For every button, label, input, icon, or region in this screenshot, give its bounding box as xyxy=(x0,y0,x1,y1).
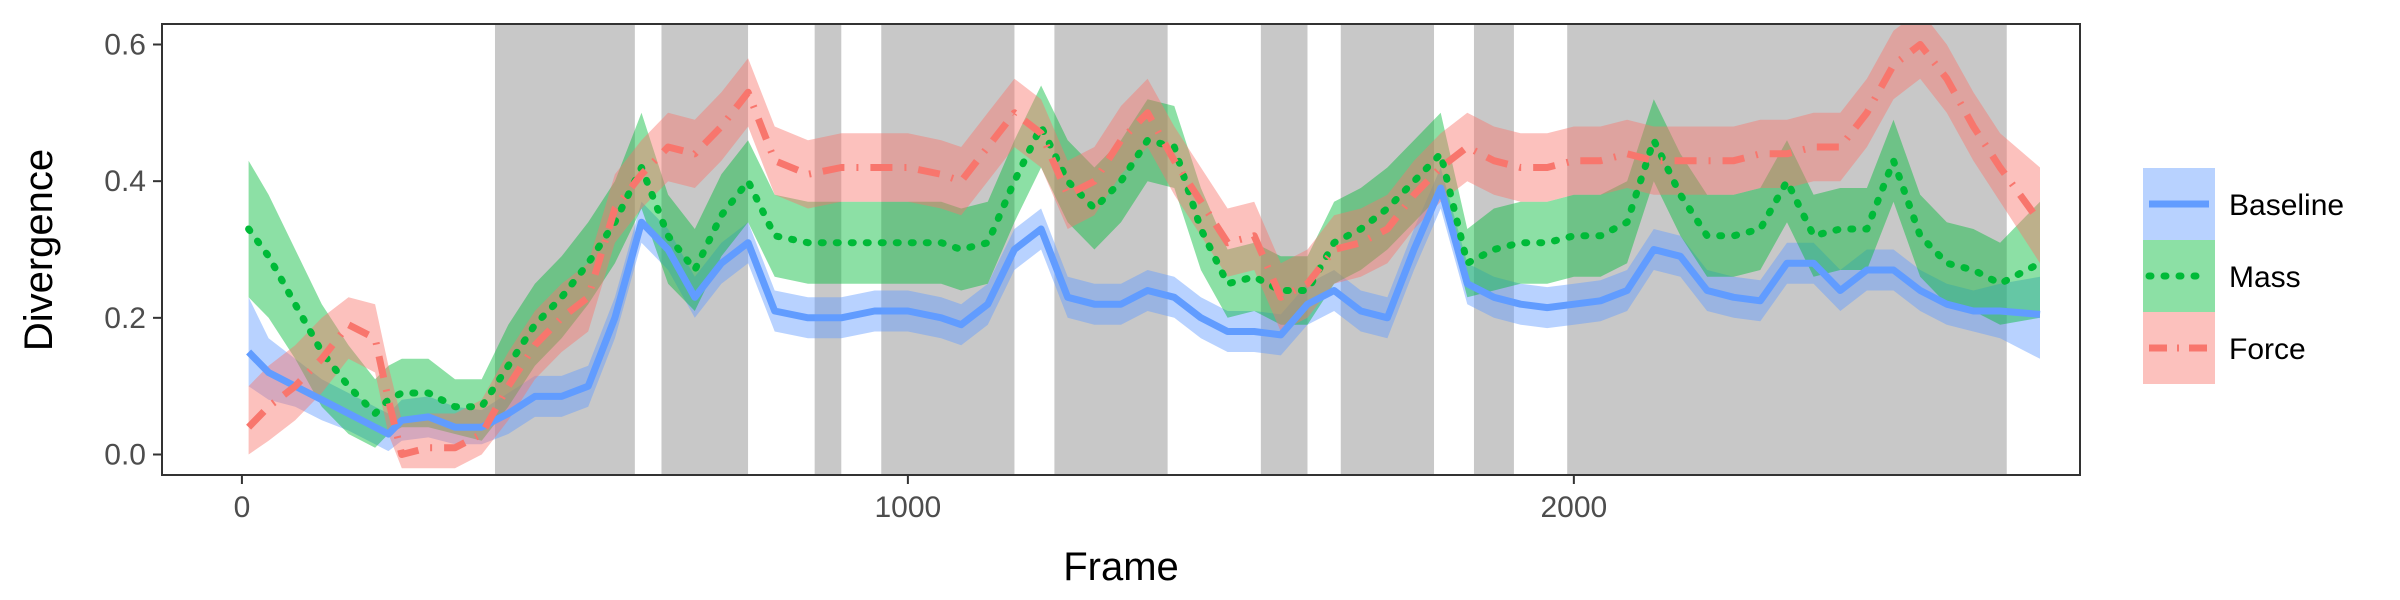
force-series-line xyxy=(246,41,2043,458)
baseline-confidence-band xyxy=(248,167,2041,452)
shaded-region-3 xyxy=(881,24,1015,475)
y-tick-label: 0.4 xyxy=(104,165,146,198)
y-tick-label: 0.2 xyxy=(104,302,146,335)
y-axis-title: Divergence xyxy=(17,149,61,351)
legend-label: Baseline xyxy=(2229,189,2344,222)
y-tick-label: 0.0 xyxy=(104,439,146,472)
shaded-region-0 xyxy=(494,24,635,475)
y-tick-label: 0.6 xyxy=(104,29,146,62)
x-tick-label: 0 xyxy=(234,491,251,524)
legend-item-mass: Mass xyxy=(2143,240,2301,312)
force-confidence-band xyxy=(248,24,2040,469)
shaded-region-8 xyxy=(1567,24,2007,475)
x-tick-label: 1000 xyxy=(875,491,942,524)
shaded-region-5 xyxy=(1260,24,1308,475)
legend: Baseline Mass Force xyxy=(2143,168,2344,384)
legend-label: Force xyxy=(2229,333,2306,366)
shaded-region-2 xyxy=(814,24,842,475)
legend-item-baseline: Baseline xyxy=(2143,168,2344,240)
confidence-bands xyxy=(248,24,2041,469)
legend-label: Mass xyxy=(2229,261,2301,294)
legend-item-force: Force xyxy=(2143,312,2306,384)
mass-confidence-band xyxy=(248,85,2041,448)
baseline-series-line xyxy=(246,184,2041,438)
x-axis: 0 1000 2000 xyxy=(234,475,1607,524)
plot-panel-border xyxy=(161,23,2081,476)
x-tick-label: 2000 xyxy=(1540,491,1607,524)
shaded-region-6 xyxy=(1340,24,1435,475)
shaded-regions xyxy=(494,24,2007,475)
y-axis: 0.0 0.2 0.4 0.6 xyxy=(104,29,162,472)
series-lines xyxy=(245,41,2044,458)
x-axis-title: Frame xyxy=(1063,545,1179,589)
shaded-region-4 xyxy=(1054,24,1168,475)
